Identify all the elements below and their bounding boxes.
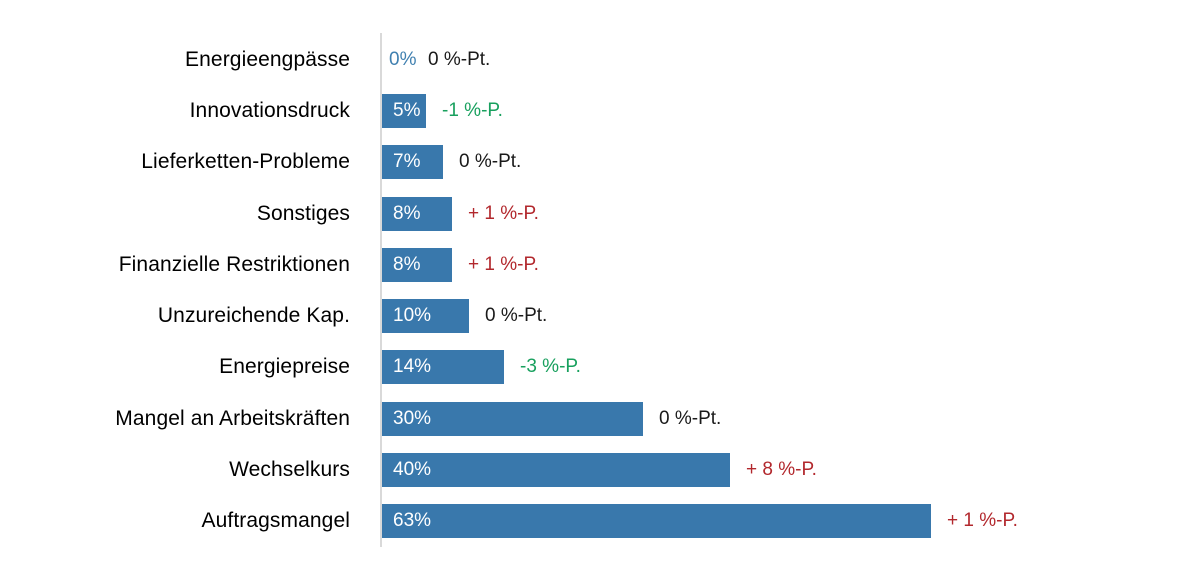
bar-track: 7% 0 %-Pt. xyxy=(380,145,1200,180)
change-label: -1 %-P. xyxy=(442,99,503,121)
bar-row: Innovationsdruck 5% -1 %-P. xyxy=(0,85,1200,136)
bar xyxy=(382,93,426,128)
category-label: Energieengpässe xyxy=(185,47,350,71)
bar xyxy=(382,145,443,180)
change-label: + 1 %-P. xyxy=(468,202,539,224)
bar-row: Lieferketten-Probleme 7% 0 %-Pt. xyxy=(0,137,1200,188)
change-label: 0 %-Pt. xyxy=(428,48,491,70)
value-label: 8% xyxy=(393,253,421,275)
bar xyxy=(382,196,452,231)
bar-row: Mangel an Arbeitskräften 30% 0 %-Pt. xyxy=(0,393,1200,444)
bar-row: Energiepreise 14% -3 %-P. xyxy=(0,342,1200,393)
bar-chart: Energieengpässe 0% 0 %-Pt. Innovationsdr… xyxy=(0,33,1200,547)
category-label: Lieferketten-Probleme xyxy=(141,150,350,174)
value-label: 40% xyxy=(393,459,432,481)
bar-row: Finanzielle Restriktionen 8% + 1 %-P. xyxy=(0,239,1200,290)
bar-track: 10% 0 %-Pt. xyxy=(380,299,1200,334)
value-label: 0% xyxy=(389,48,417,70)
value-label: 8% xyxy=(393,202,421,224)
change-label: + 1 %-P. xyxy=(468,253,539,275)
bar-row: Sonstiges 8% + 1 %-P. xyxy=(0,188,1200,239)
bar xyxy=(382,401,643,436)
bar-row: Unzureichende Kap. 10% 0 %-Pt. xyxy=(0,290,1200,341)
bar-track: 8% + 1 %-P. xyxy=(380,247,1200,282)
bar xyxy=(382,504,931,539)
category-label: Unzureichende Kap. xyxy=(157,304,350,328)
bar-track: 40% + 8 %-P. xyxy=(380,453,1200,488)
value-label: 7% xyxy=(393,151,421,173)
bar-track: 0% 0 %-Pt. xyxy=(380,43,1200,77)
value-label: 5% xyxy=(393,99,421,121)
category-label: Energiepreise xyxy=(219,355,350,379)
category-label: Wechselkurs xyxy=(229,458,350,482)
axis-line xyxy=(380,33,382,547)
change-label: + 8 %-P. xyxy=(746,459,817,481)
change-label: 0 %-Pt. xyxy=(485,305,548,327)
bar-row: Auftragsmangel 63% + 1 %-P. xyxy=(0,496,1200,547)
bar-row: Wechselkurs 40% + 8 %-P. xyxy=(0,444,1200,495)
bar-track: 63% + 1 %-P. xyxy=(380,504,1200,539)
category-label: Auftragsmangel xyxy=(201,509,350,533)
change-label: 0 %-Pt. xyxy=(459,151,522,173)
change-label: 0 %-Pt. xyxy=(659,407,722,429)
category-label: Sonstiges xyxy=(256,201,350,225)
category-label: Mangel an Arbeitskräften xyxy=(115,406,350,430)
change-label: + 1 %-P. xyxy=(947,510,1018,532)
bar xyxy=(382,453,730,488)
category-label: Innovationsdruck xyxy=(189,98,350,122)
bar-track: 8% + 1 %-P. xyxy=(380,196,1200,231)
bar-track: 5% -1 %-P. xyxy=(380,93,1200,128)
bar-row: Energieengpässe 0% 0 %-Pt. xyxy=(0,34,1200,85)
bar xyxy=(382,299,469,334)
value-label: 10% xyxy=(393,305,432,327)
value-label: 30% xyxy=(393,407,432,429)
value-label: 63% xyxy=(393,510,432,532)
bar xyxy=(382,247,452,282)
bar xyxy=(382,350,504,385)
bar-track: 14% -3 %-P. xyxy=(380,350,1200,385)
value-label: 14% xyxy=(393,356,432,378)
category-label: Finanzielle Restriktionen xyxy=(118,252,350,276)
change-label: -3 %-P. xyxy=(520,356,581,378)
bar-track: 30% 0 %-Pt. xyxy=(380,401,1200,436)
